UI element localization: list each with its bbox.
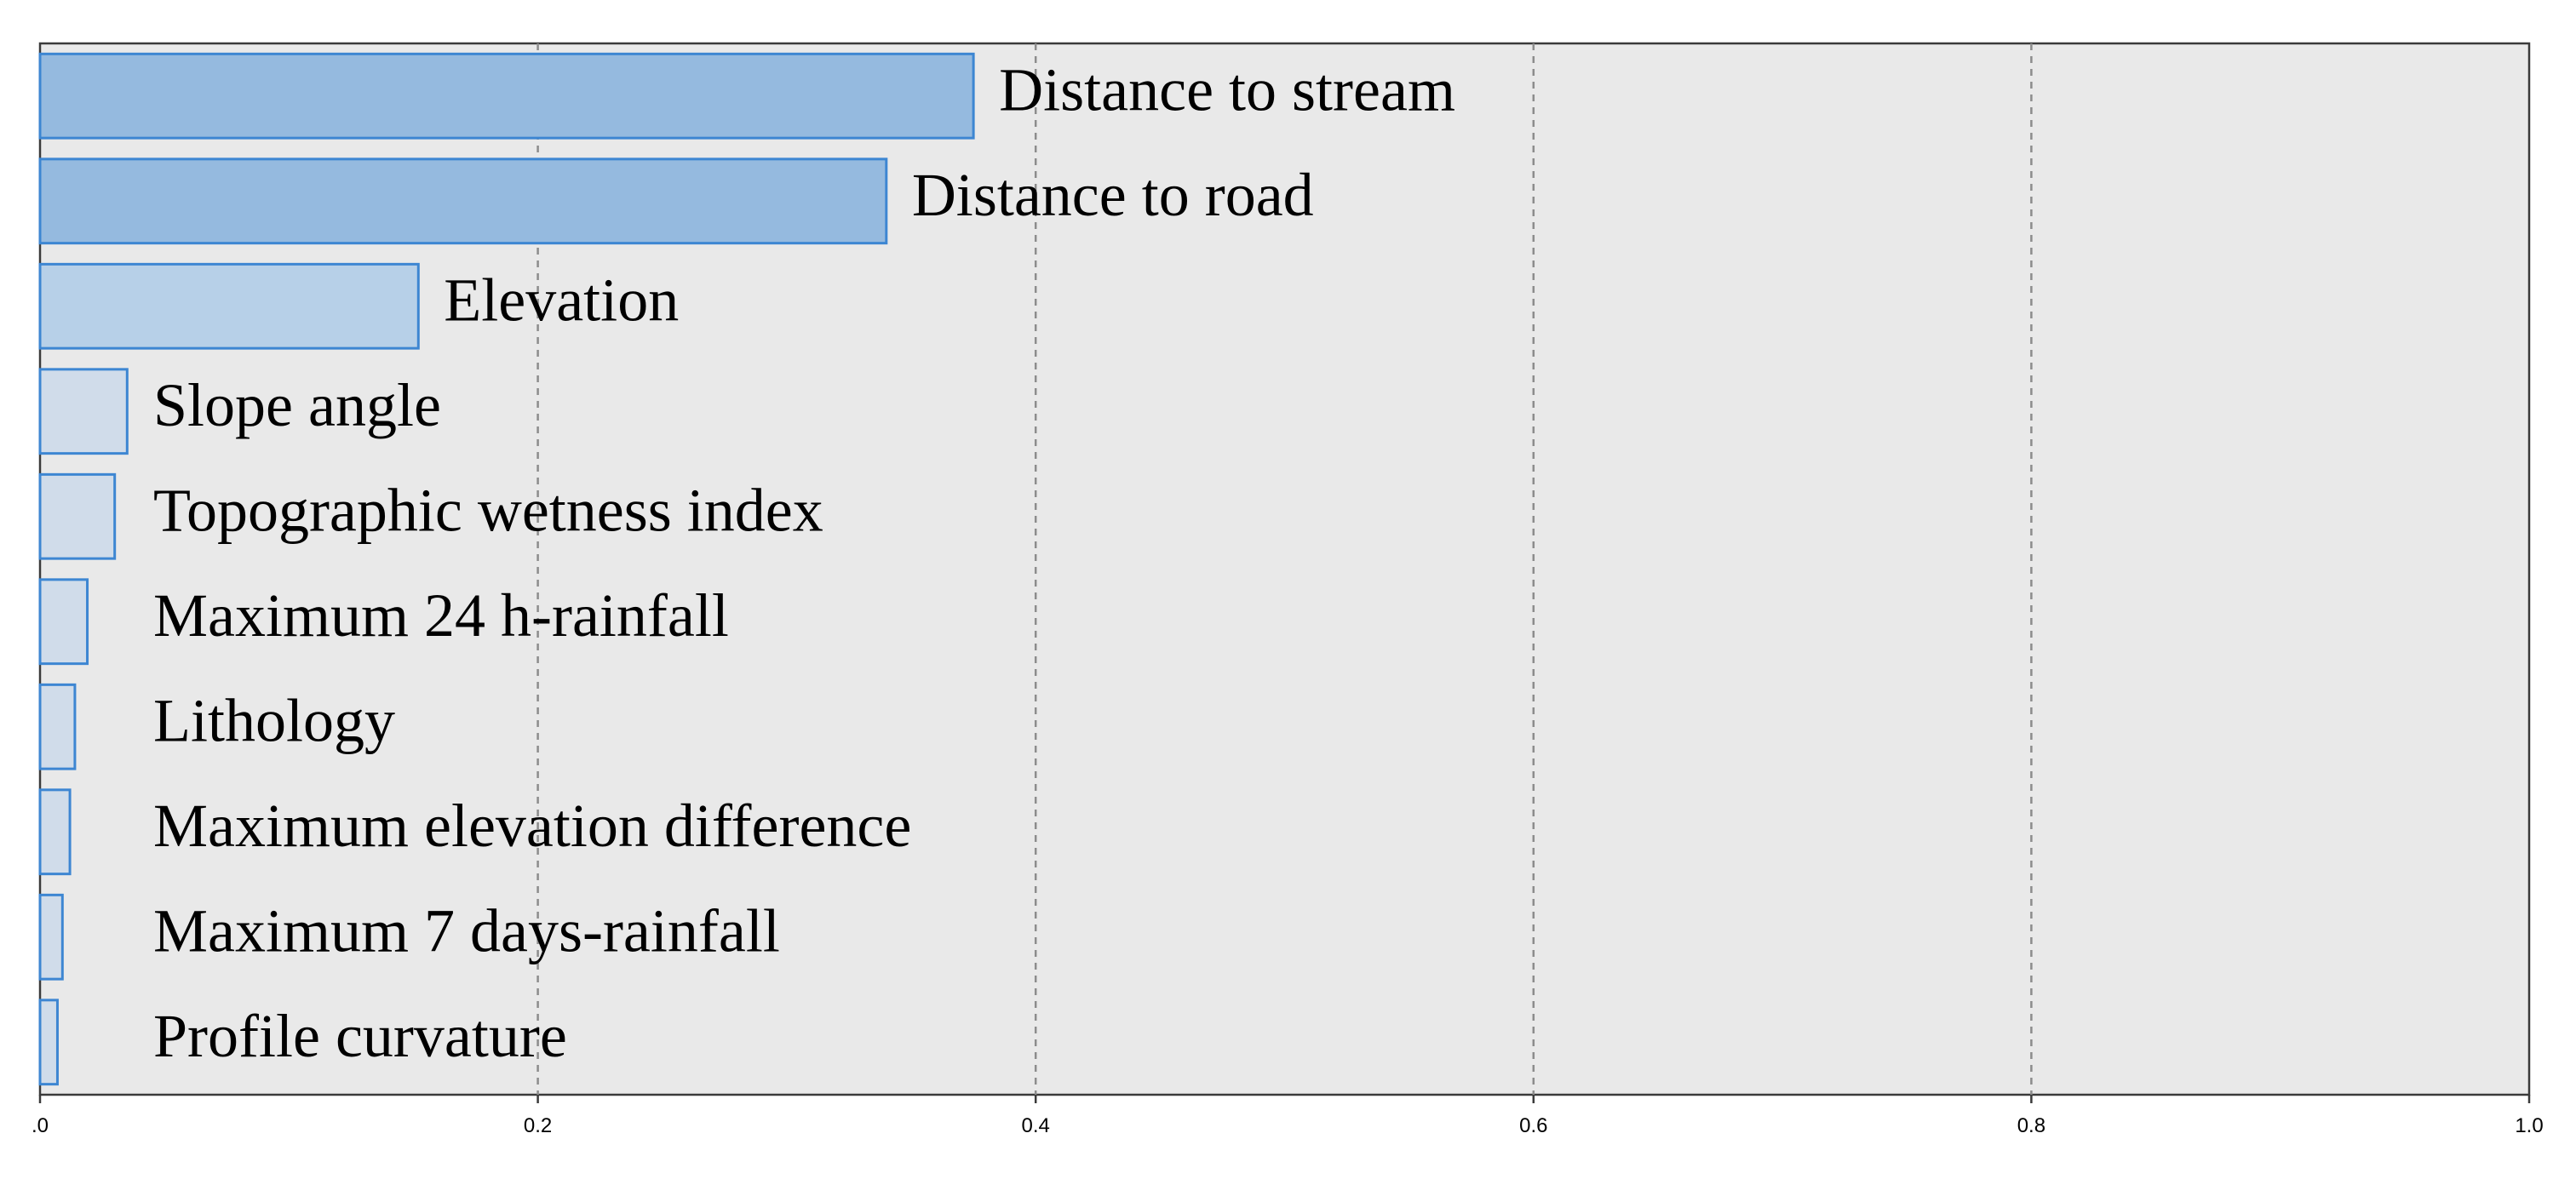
x-tick-label-0: .0 [32,1114,49,1137]
x-tick-label-1: 0.2 [524,1114,552,1137]
bar-label-2: Elevation [444,266,679,334]
bar-0 [38,52,975,140]
bar-label-7: Maximum elevation difference [153,792,911,860]
bar-3 [38,368,129,455]
bar-2 [38,262,420,350]
bar-label-1: Distance to road [912,161,1314,229]
x-axis: .0 0.2 0.4 0.6 0.8 1.0 [32,1095,2544,1137]
bars [38,52,975,1086]
x-tick-label-2: 0.4 [1022,1114,1050,1137]
bar-7 [38,788,72,876]
bar-4 [38,472,117,560]
grid-lines [536,43,2033,1095]
bar-label-5: Maximum 24 h-rainfall [153,581,729,650]
bar-label-0: Distance to stream [999,55,1455,123]
x-tick-label-3: 0.6 [1519,1114,1547,1137]
bar-9 [38,999,59,1086]
bar-label-3: Slope angle [153,371,441,439]
bar-1 [38,157,888,245]
x-tick-label-5: 1.0 [2515,1114,2543,1137]
bar-label-9: Profile curvature [153,1002,567,1070]
bar-label-6: Lithology [153,686,395,754]
bar-labels: Distance to stream Distance to road Elevat… [153,55,1455,1070]
bar-5 [38,578,89,666]
bar-label-8: Maximum 7 days-rainfall [153,896,780,964]
bar-6 [38,683,77,770]
x-tick-label-4: 0.8 [2017,1114,2045,1137]
bar-8 [38,893,64,981]
bar-label-4: Topographic wetness index [153,476,823,544]
